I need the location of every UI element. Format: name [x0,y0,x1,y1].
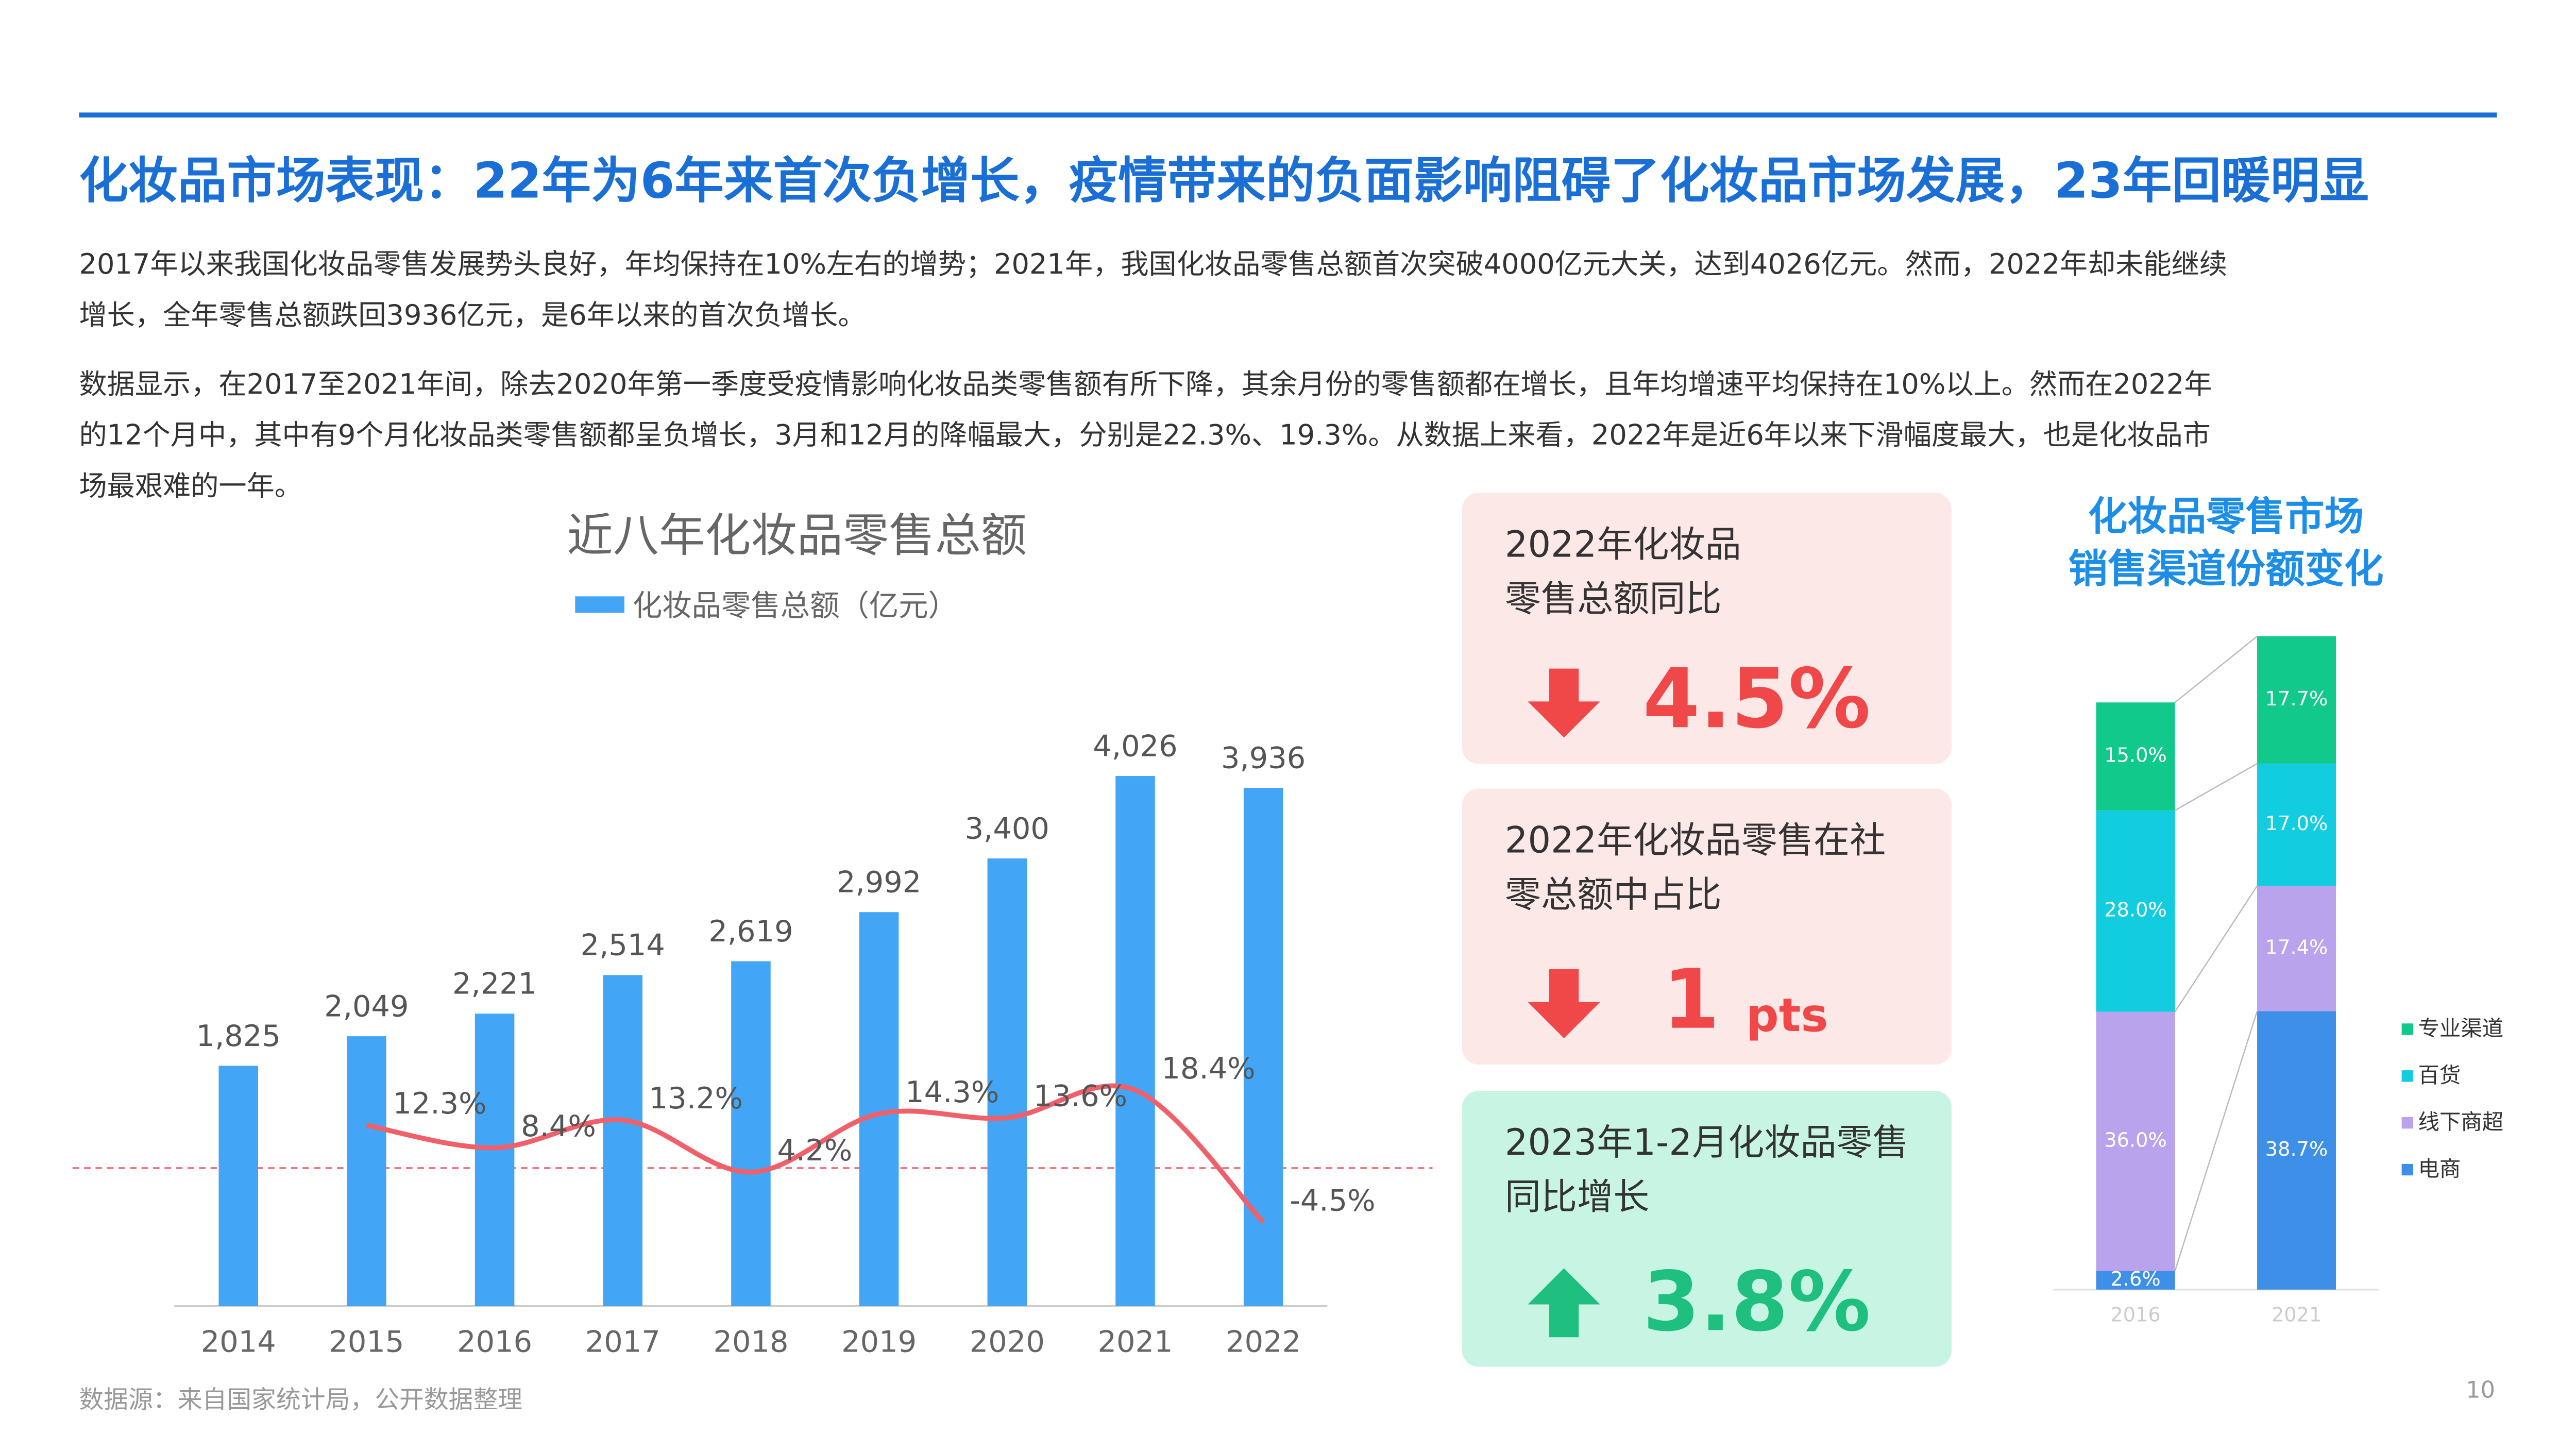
card-label: 零总额中占比 [1505,873,1722,916]
connector [2174,885,2258,1013]
stack-segment [2096,810,2175,1012]
x-tick-label: 2019 [841,1325,917,1359]
segment-label: 17.4% [2265,936,2328,959]
line-label: 12.3% [393,1086,486,1121]
line-label: -4.5% [1290,1183,1375,1218]
stack-segment [2257,886,2336,1011]
line-label: 13.2% [649,1081,743,1116]
legend-swatch [2401,1163,2413,1176]
segment-label: 28.0% [2104,899,2167,922]
stack-segment [2096,1271,2175,1290]
segment-label: 36.0% [2104,1129,2167,1152]
page-number: 10 [2466,1376,2495,1403]
segment-label: 15.0% [2104,744,2167,767]
x-tick-label: 2022 [1226,1325,1301,1359]
paragraph-line: 增长，全年零售总额跌回3936亿元，是6年以来的首次负增长。 [79,299,866,331]
page-title: 化妆品市场表现：22年为6年来首次负增长，疫情带来的负面影响阻碍了化妆品市场发展… [79,151,2369,209]
bar-label: 3,936 [1221,740,1306,775]
segment-label: 17.7% [2265,687,2328,711]
line-label: 13.6% [1033,1079,1127,1113]
bar [731,961,771,1306]
bar [1243,788,1283,1306]
bar-label: 2,992 [837,865,921,900]
legend-label: 专业渠道 [2418,1016,2503,1041]
chart-title: 近八年化妆品零售总额 [567,509,1027,563]
card-label: 2023年1-2月化妆品零售 [1505,1121,1909,1163]
legend-swatch [2401,1070,2413,1082]
trend-arrow [1528,1268,1600,1338]
stack-segment [2096,1011,2175,1271]
card-label: 零售总额同比 [1505,578,1722,620]
legend-label: 百货 [2418,1063,2461,1088]
card-label: 同比增长 [1505,1175,1650,1218]
legend-swatch [2401,1117,2413,1129]
line-label: 4.2% [777,1133,852,1168]
card-value: 3.8% [1643,1254,1871,1349]
bar-label: 2,221 [452,967,537,1001]
stack-segment [2257,1011,2336,1290]
connector [2175,763,2258,811]
bar-label: 1,825 [196,1019,281,1053]
legend-swatch [575,596,624,613]
bar-label: 2,619 [708,914,793,949]
connector [2174,1010,2258,1271]
stack-segment [2257,763,2336,886]
stack-segment [2096,702,2175,811]
x-tick-label: 2014 [201,1325,276,1359]
connector [2174,635,2258,703]
bar [603,975,643,1306]
card-value: 4.5% [1643,651,1871,747]
kpi-card [1462,493,1952,764]
bar [1115,776,1155,1306]
x-tick-label: 2016 [2110,1303,2160,1326]
growth-line [366,1083,1265,1224]
line-label: 8.4% [521,1109,596,1143]
card-label: 2022年化妆品零售在社 [1505,819,1886,862]
legend-label: 化妆品零售总额（亿元） [633,588,958,623]
paragraph-line: 2017年以来我国化妆品零售发展势头良好，年均保持在10%左右的增势；2021年… [79,248,2227,280]
segment-label: 2.6% [2111,1268,2161,1291]
bar-label: 2,514 [581,928,665,963]
chart-title: 销售渠道份额变化 [2068,546,2383,592]
kpi-card [1462,788,1952,1065]
x-tick-label: 2018 [713,1325,788,1359]
bar [347,1036,386,1306]
card-value: 1 [1663,952,1720,1048]
x-tick-label: 2016 [457,1325,532,1359]
bar-label: 4,026 [1093,729,1177,763]
source: 数据源：来自国家统计局，公开数据整理 [79,1386,522,1414]
card-unit: pts [1746,989,1828,1042]
x-tick-label: 2020 [970,1325,1045,1359]
bar-label: 3,400 [965,811,1049,846]
line-label: 18.4% [1162,1051,1256,1086]
card-label: 2022年化妆品 [1505,524,1741,566]
bar [474,1014,515,1306]
line-label: 14.3% [905,1075,999,1109]
x-tick-label: 2015 [329,1325,404,1359]
segment-label: 17.0% [2265,812,2328,835]
bar [218,1066,258,1306]
legend-label: 线下商超 [2418,1110,2503,1135]
bar-label: 2,049 [324,989,409,1024]
paragraph-line: 数据显示，在2017至2021年间，除去2020年第一季度受疫情影响化妆品类零售… [79,368,2212,400]
x-tick-label: 2021 [2272,1303,2321,1326]
stack-segment [2257,636,2336,764]
paragraph-line: 场最艰难的一年。 [79,470,302,502]
x-tick-label: 2017 [585,1325,660,1359]
chart-title: 化妆品零售市场 [2088,494,2364,539]
legend-label: 电商 [2418,1157,2461,1182]
trend-arrow [1528,969,1600,1038]
paragraph-line: 的12个月中，其中有9个月化妆品类零售额都呈负增长，3月和12月的降幅最大，分别… [79,419,2210,451]
segment-label: 38.7% [2265,1138,2328,1161]
bar [859,912,899,1306]
trend-arrow [1528,668,1600,738]
bar [987,858,1027,1306]
x-tick-label: 2021 [1097,1325,1173,1359]
legend-swatch [2401,1023,2413,1035]
